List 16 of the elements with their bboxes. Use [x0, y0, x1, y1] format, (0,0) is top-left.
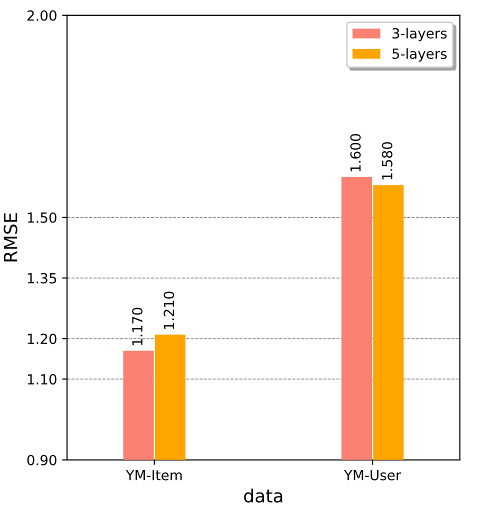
data-label: 1.600 [350, 134, 361, 172]
legend-label: 3-layers [392, 28, 447, 42]
y-tick-label: 0.90 [27, 454, 56, 466]
data-label: 1.580 [382, 142, 392, 180]
y-axis-title: RMSE [4, 213, 18, 262]
y-tick-label: 2.00 [27, 10, 56, 21]
y-tick-label: 1.20 [28, 334, 56, 344]
x-tick-label: YM-User [344, 470, 402, 480]
legend-label: 5-layers [392, 48, 447, 62]
x-tick-label: YM-Item [126, 470, 182, 480]
data-label: 1.210 [164, 292, 174, 329]
x-axis-title: data [244, 488, 282, 503]
y-tick-label: 1.10 [28, 374, 56, 385]
data-label: 1.170 [132, 308, 143, 346]
y-tick-label: 1.50 [28, 212, 56, 223]
y-tick-label: 1.35 [28, 273, 56, 284]
